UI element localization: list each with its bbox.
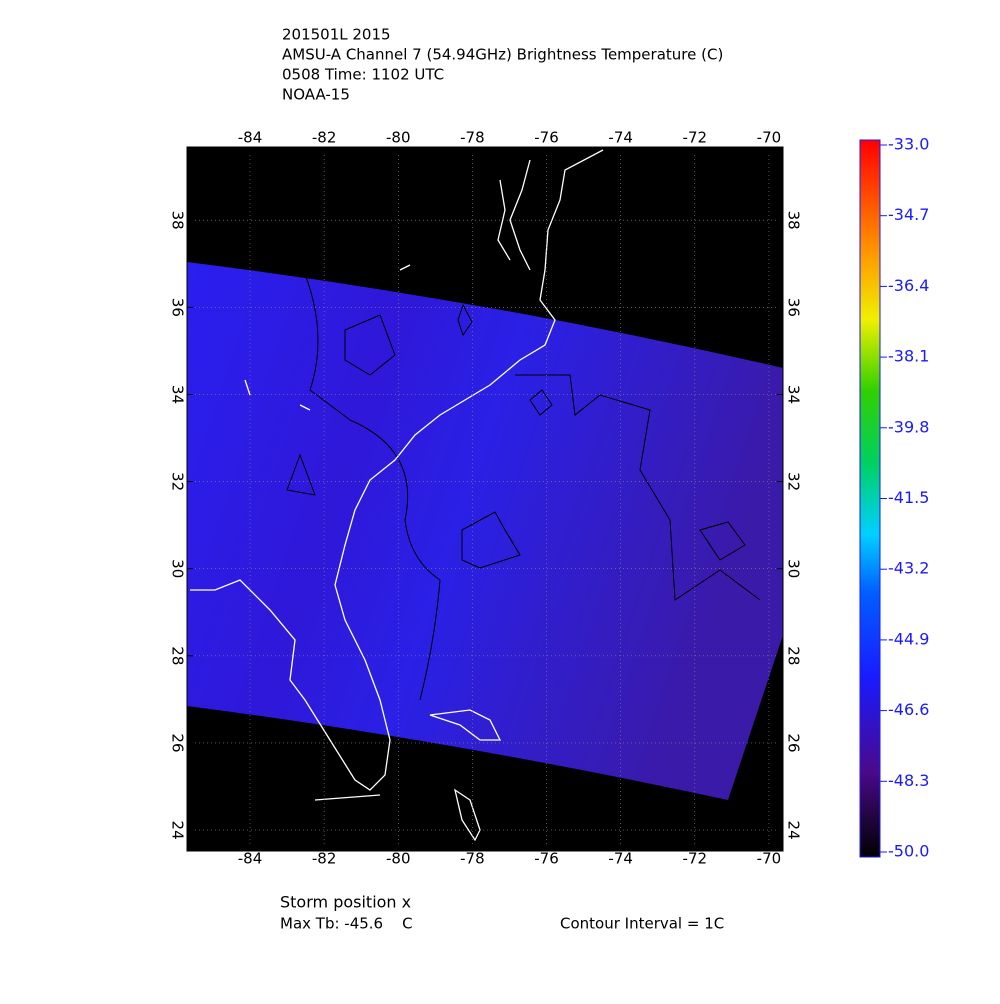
swath [187, 262, 783, 800]
max-tb: Max Tb: -45.6 C [280, 915, 413, 933]
contour-interval: Contour Interval = 1C [560, 915, 724, 933]
contour [299, 261, 441, 701]
coast [509, 159, 531, 271]
island [429, 709, 502, 741]
colorbar [859, 139, 881, 858]
y-tick-label: 36 [169, 298, 187, 317]
y-tick-label: 26 [169, 733, 187, 752]
y-tick-label: 38 [169, 211, 187, 230]
colorbar-tick-label: -48.3 [888, 771, 929, 790]
x-tick-label: -80 [386, 129, 411, 147]
y-tick-label: 30 [169, 559, 187, 578]
colorbar-tick-label: -39.8 [888, 417, 929, 436]
header-line: 201501L 2015 [282, 26, 391, 44]
x-tick-label: -70 [757, 129, 782, 147]
contours [286, 261, 761, 701]
x-tick-label: -84 [238, 129, 263, 147]
y-tick-label: 34 [785, 385, 803, 404]
coast [497, 179, 511, 261]
x-tick-label: -82 [312, 850, 337, 868]
x-tick-label: -76 [534, 129, 559, 147]
header-line: NOAA-15 [282, 86, 350, 104]
coast [190, 149, 604, 791]
x-tick-label: -82 [312, 129, 337, 147]
coast [244, 264, 411, 801]
x-tick-label: -78 [460, 850, 485, 868]
x-tick-label: -84 [238, 850, 263, 868]
contour [515, 374, 761, 601]
x-tick-label: -72 [683, 129, 708, 147]
header: 201501L 2015 AMSU-A Channel 7 (54.94GHz)… [282, 26, 723, 104]
footer: Storm position x Max Tb: -45.6 C Contour… [280, 893, 724, 933]
colorbar-tick-label: -50.0 [888, 842, 929, 861]
y-tick-label: 28 [169, 646, 187, 665]
header-line: 0508 Time: 1102 UTC [282, 66, 444, 84]
colorbar-tick-label: -33.0 [888, 135, 929, 154]
x-tick-label: -70 [757, 850, 782, 868]
tick-labels: -84 -84 -82 -82 -80 -80 -78 -78 -76 -76 -74 -74 -72 -… [169, 129, 803, 868]
x-tick-label: -74 [608, 129, 633, 147]
storm-position: Storm position x [280, 893, 411, 912]
y-tick-label: 36 [785, 298, 803, 317]
y-tick-label: 30 [785, 559, 803, 578]
y-tick-label: 38 [785, 211, 803, 230]
contour [457, 303, 473, 337]
map-image [187, 147, 783, 851]
x-tick-label: -72 [683, 850, 708, 868]
colorbar-tick-label: -34.7 [888, 205, 929, 224]
y-tick-label: 34 [169, 385, 187, 404]
colorbar-tick-label: -43.2 [888, 559, 929, 578]
grid [187, 147, 783, 851]
colorbar-ticks: -33.0 -34.7 -36.4 -38.1 -39.8 -41.5 -43.2 -44.9… [880, 135, 929, 861]
y-tick-label: 26 [785, 733, 803, 752]
contour [344, 314, 396, 376]
colorbar-tick-label: -41.5 [888, 488, 929, 507]
colorbar-tick-label: -46.6 [888, 700, 929, 719]
contour [699, 521, 746, 561]
x-tick-label: -80 [386, 850, 411, 868]
header-line: AMSU-A Channel 7 (54.94GHz) Brightness T… [282, 46, 723, 64]
y-tick-label: 32 [785, 472, 803, 491]
y-tick-label: 24 [169, 821, 187, 840]
contour [286, 453, 316, 496]
island [453, 788, 481, 842]
colorbar-tick-label: -36.4 [888, 276, 929, 295]
y-tick-label: 28 [785, 646, 803, 665]
coastline [190, 149, 604, 842]
y-tick-label: 24 [785, 821, 803, 840]
colorbar-tick-label: -38.1 [888, 347, 929, 366]
colorbar-tick-label: -44.9 [888, 629, 929, 648]
map-frame [186, 146, 784, 852]
x-tick-label: -76 [534, 850, 559, 868]
contour [529, 389, 553, 416]
x-tick-label: -74 [608, 850, 633, 868]
contour [461, 511, 521, 569]
y-tick-label: 32 [169, 472, 187, 491]
x-tick-label: -78 [460, 129, 485, 147]
